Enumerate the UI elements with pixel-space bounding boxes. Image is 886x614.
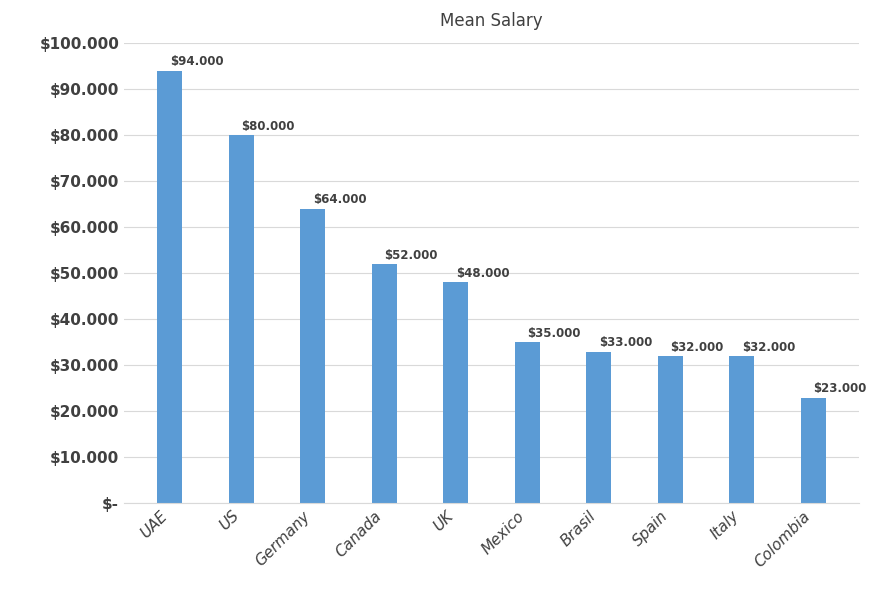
Bar xyxy=(801,398,826,503)
Bar xyxy=(587,351,611,503)
Text: $32.000: $32.000 xyxy=(742,341,796,354)
Title: Mean Salary: Mean Salary xyxy=(440,12,543,30)
Text: $64.000: $64.000 xyxy=(313,193,367,206)
Text: $48.000: $48.000 xyxy=(456,267,509,280)
Bar xyxy=(300,209,325,503)
Text: $80.000: $80.000 xyxy=(242,120,295,133)
Bar xyxy=(229,135,254,503)
Text: $32.000: $32.000 xyxy=(671,341,724,354)
Text: $33.000: $33.000 xyxy=(599,336,652,349)
Bar xyxy=(729,356,755,503)
Text: $23.000: $23.000 xyxy=(813,383,867,395)
Text: $94.000: $94.000 xyxy=(170,55,223,68)
Text: $52.000: $52.000 xyxy=(385,249,438,262)
Bar xyxy=(444,282,469,503)
Text: $35.000: $35.000 xyxy=(527,327,581,340)
Bar xyxy=(372,264,397,503)
Bar xyxy=(658,356,683,503)
Bar xyxy=(515,343,540,503)
Bar xyxy=(158,71,183,503)
